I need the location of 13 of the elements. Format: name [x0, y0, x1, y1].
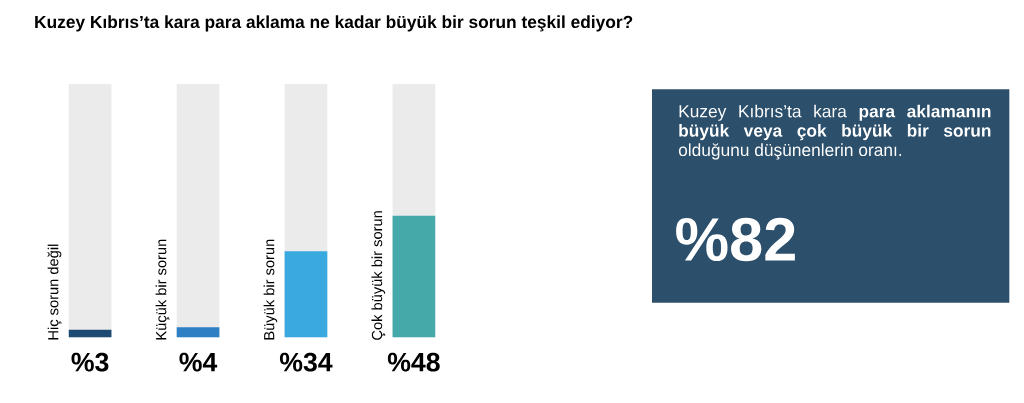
data-label: %4 [179, 352, 218, 372]
data-label: %34 [279, 352, 333, 372]
x-tick-label: Çok büyük bir sorun [371, 211, 386, 341]
x-tick-label: Hiç sorun değil [47, 244, 62, 340]
chart-title: Kuzey Kıbrıs’ta kara para aklama ne kadar büyük bir sorun teşkil ediyor? [35, 15, 633, 32]
data-label: %48 [387, 352, 440, 372]
text: %82 [676, 217, 795, 262]
bar [176, 327, 220, 338]
x-tick-label: Büyük bir sorun [263, 239, 278, 340]
text: Kuzey Kıbrıs’ta kara para aklamanın büyük veya çok büyük bir sorun olduğunu düşünenlerin oranı. [678, 104, 991, 160]
data-label: %3 [71, 352, 109, 372]
x-tick-label: Küçük bir sorun [155, 239, 170, 340]
bar [68, 329, 112, 338]
